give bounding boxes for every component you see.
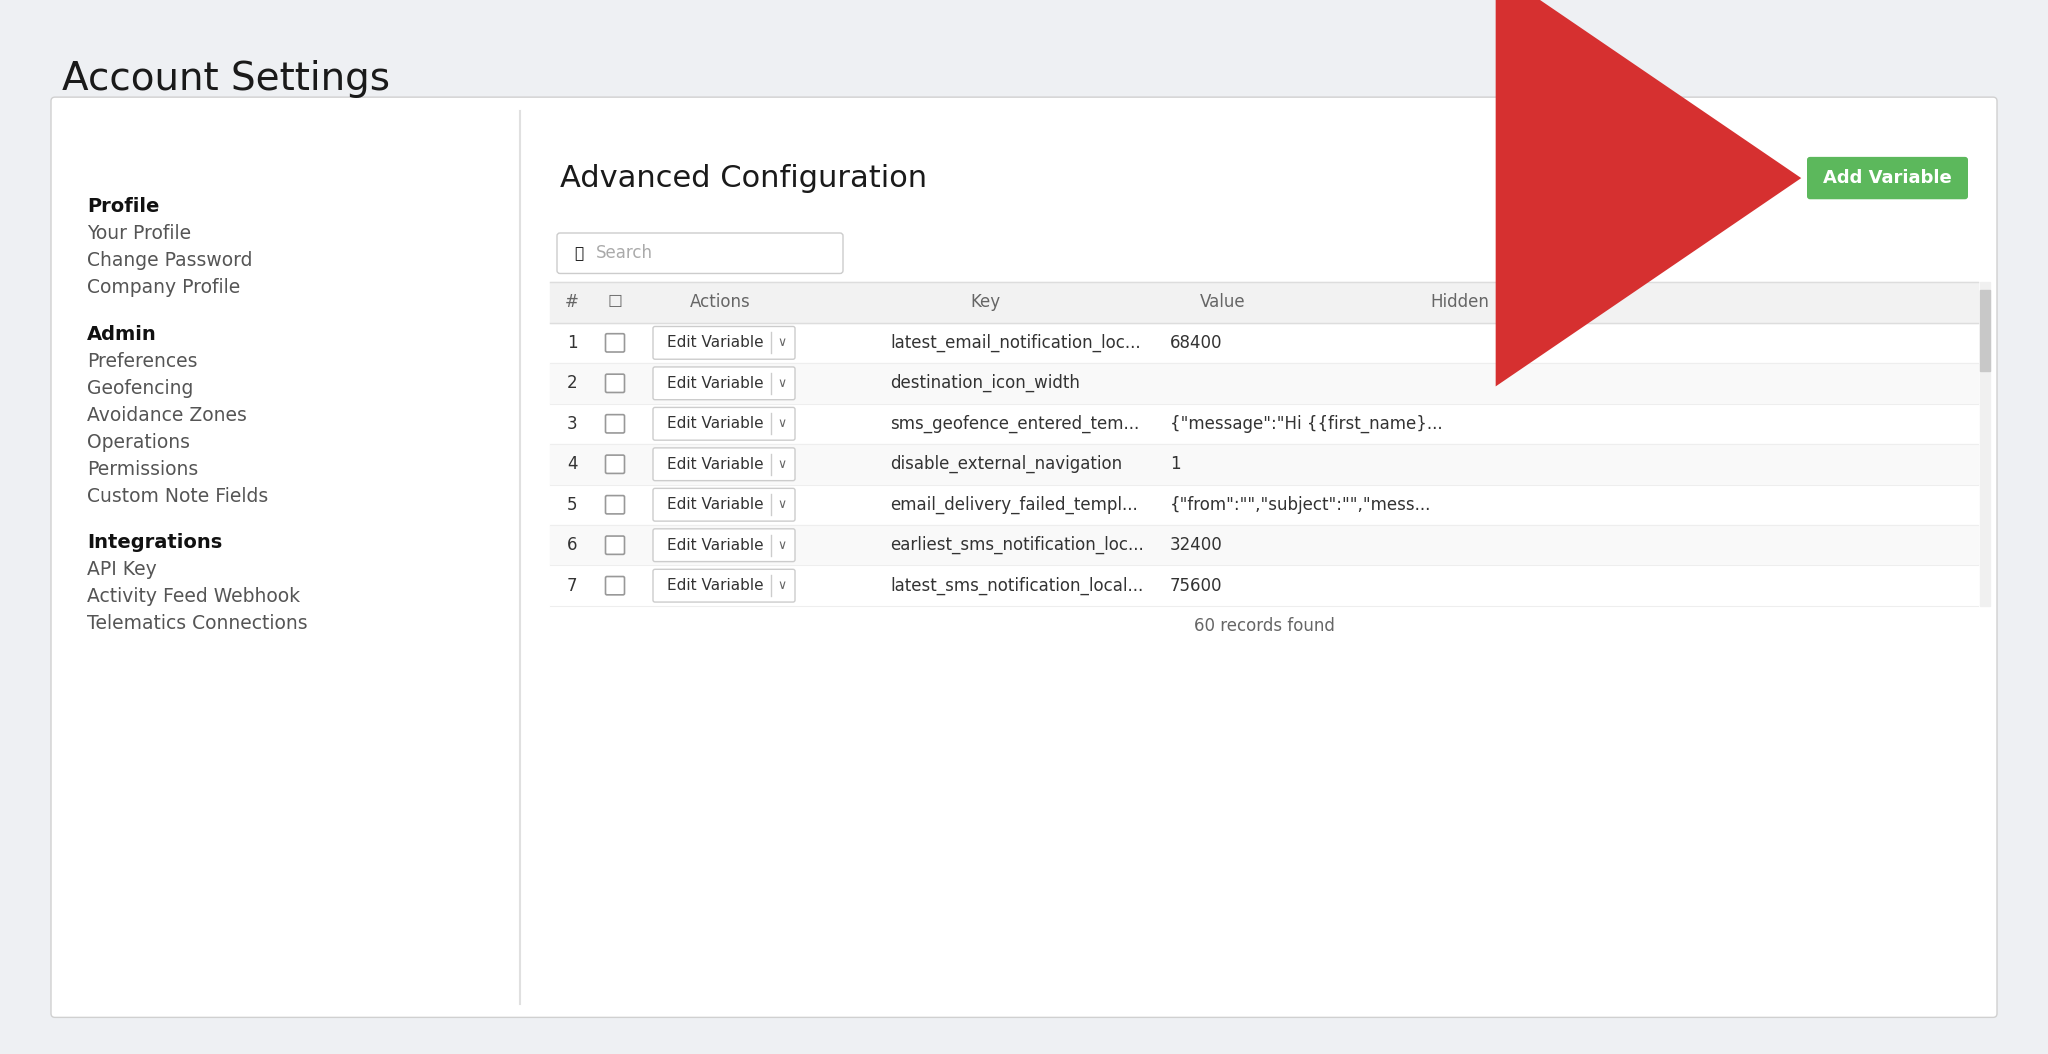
Bar: [551, 282, 1978, 323]
Text: API Key: API Key: [86, 560, 158, 579]
Text: Add Variable: Add Variable: [1823, 169, 1952, 187]
FancyBboxPatch shape: [606, 455, 625, 473]
Text: Permissions: Permissions: [86, 460, 199, 479]
Text: 4: 4: [567, 455, 578, 473]
Text: 3: 3: [567, 415, 578, 433]
Text: ☐: ☐: [608, 293, 623, 311]
FancyBboxPatch shape: [557, 233, 844, 273]
Text: 75600: 75600: [1169, 577, 1223, 594]
Text: Admin: Admin: [86, 325, 158, 344]
Text: Geofencing: Geofencing: [86, 378, 193, 397]
Text: Telematics Connections: Telematics Connections: [86, 613, 307, 632]
Text: Avoidance Zones: Avoidance Zones: [86, 406, 248, 425]
FancyBboxPatch shape: [653, 327, 795, 359]
FancyBboxPatch shape: [606, 374, 625, 392]
FancyBboxPatch shape: [653, 569, 795, 602]
Text: ∨: ∨: [778, 580, 786, 592]
Text: Account Settings: Account Settings: [61, 59, 389, 98]
Text: 60 records found: 60 records found: [1194, 618, 1335, 636]
Text: {"message":"Hi {{first_name}...: {"message":"Hi {{first_name}...: [1169, 414, 1442, 433]
Text: Actions: Actions: [690, 293, 750, 311]
Text: Profile: Profile: [86, 197, 160, 216]
Text: ∨: ∨: [778, 457, 786, 471]
FancyBboxPatch shape: [606, 414, 625, 433]
Text: Key: Key: [971, 293, 999, 311]
FancyBboxPatch shape: [653, 488, 795, 521]
Bar: [551, 444, 1978, 485]
FancyBboxPatch shape: [606, 536, 625, 554]
Text: ∨: ∨: [778, 417, 786, 430]
Bar: [1980, 282, 1991, 606]
Bar: [551, 525, 1978, 565]
Text: Edit Variable: Edit Variable: [668, 579, 764, 593]
Text: 1: 1: [1169, 455, 1180, 473]
Text: Operations: Operations: [86, 432, 190, 451]
Text: Preferences: Preferences: [86, 352, 197, 371]
Text: disable_external_navigation: disable_external_navigation: [891, 455, 1122, 473]
Text: ∨: ∨: [778, 377, 786, 390]
Text: Custom Note Fields: Custom Note Fields: [86, 487, 268, 506]
Text: 7: 7: [567, 577, 578, 594]
FancyBboxPatch shape: [606, 577, 625, 594]
Text: ∨: ∨: [778, 499, 786, 511]
Text: Edit Variable: Edit Variable: [668, 335, 764, 350]
Text: 32400: 32400: [1169, 536, 1223, 554]
FancyBboxPatch shape: [51, 97, 1997, 1017]
Text: email_delivery_failed_templ...: email_delivery_failed_templ...: [891, 495, 1139, 514]
Bar: [551, 363, 1978, 404]
Text: ∨: ∨: [778, 336, 786, 349]
Text: Edit Variable: Edit Variable: [668, 376, 764, 391]
FancyBboxPatch shape: [653, 367, 795, 399]
FancyBboxPatch shape: [653, 529, 795, 562]
Text: 5: 5: [567, 495, 578, 513]
Text: destination_icon_width: destination_icon_width: [891, 374, 1079, 392]
FancyBboxPatch shape: [653, 448, 795, 481]
FancyBboxPatch shape: [606, 495, 625, 514]
Text: latest_email_notification_loc...: latest_email_notification_loc...: [891, 334, 1141, 352]
Text: latest_sms_notification_local...: latest_sms_notification_local...: [891, 577, 1143, 594]
Text: 6: 6: [567, 536, 578, 554]
Text: Change Password: Change Password: [86, 252, 252, 271]
Text: Value: Value: [1200, 293, 1245, 311]
Text: Hidden: Hidden: [1430, 293, 1489, 311]
Text: Integrations: Integrations: [86, 533, 223, 552]
Text: Advanced Configuration: Advanced Configuration: [559, 163, 928, 193]
Text: 1: 1: [567, 334, 578, 352]
Text: Edit Variable: Edit Variable: [668, 416, 764, 431]
Text: 68400: 68400: [1169, 334, 1223, 352]
FancyBboxPatch shape: [653, 408, 795, 441]
FancyBboxPatch shape: [1806, 157, 1968, 199]
FancyBboxPatch shape: [606, 334, 625, 352]
Text: #: #: [565, 293, 580, 311]
Bar: [1980, 290, 1991, 371]
Text: Edit Variable: Edit Variable: [668, 497, 764, 512]
Text: Your Profile: Your Profile: [86, 225, 190, 243]
Text: 🔍: 🔍: [573, 246, 584, 260]
Text: {"from":"","subject":"","mess...: {"from":"","subject":"","mess...: [1169, 495, 1432, 513]
Text: earliest_sms_notification_loc...: earliest_sms_notification_loc...: [891, 536, 1143, 554]
Text: Edit Variable: Edit Variable: [668, 538, 764, 552]
Bar: [551, 404, 1978, 444]
Text: Company Profile: Company Profile: [86, 278, 240, 297]
Text: ∨: ∨: [778, 539, 786, 551]
Text: 2: 2: [567, 374, 578, 392]
Text: Search: Search: [596, 245, 653, 262]
Bar: [551, 485, 1978, 525]
Bar: [551, 565, 1978, 606]
Text: Edit Variable: Edit Variable: [668, 456, 764, 472]
Text: Activity Feed Webhook: Activity Feed Webhook: [86, 587, 301, 606]
Bar: [551, 323, 1978, 363]
Text: sms_geofence_entered_tem...: sms_geofence_entered_tem...: [891, 414, 1139, 433]
